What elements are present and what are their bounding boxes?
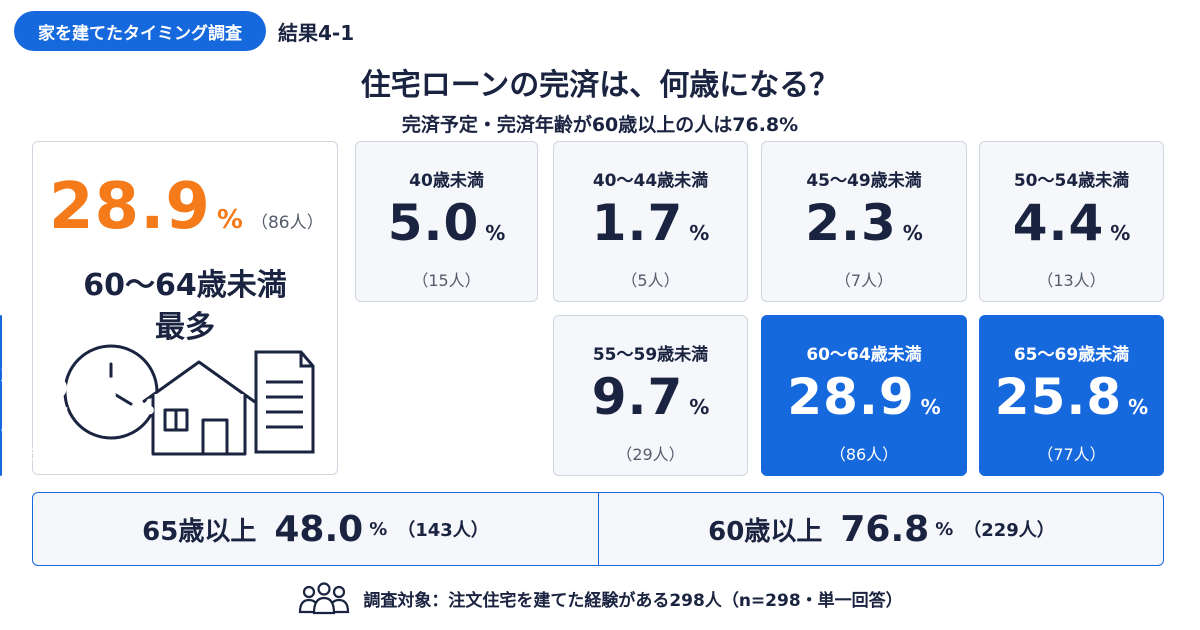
feature-count: （86人） — [250, 213, 324, 233]
age-card-value: 28.9 — [787, 368, 915, 426]
age-card-unit: % — [689, 221, 710, 245]
survey-footer: 調査対象：注文住宅を建てた経験がある298人（n=298・単一回答） — [0, 580, 1200, 616]
summary-value: 48.0 — [274, 508, 364, 550]
summary-count: （229人） — [963, 520, 1055, 541]
people-icon — [299, 582, 350, 615]
age-card-unit: % — [689, 395, 710, 419]
age-card-value-line: 9.7% — [554, 368, 747, 426]
feature-value: 28.9 — [49, 170, 211, 244]
age-card-value-line: 1.7% — [554, 194, 747, 252]
age-card-label: 45〜49歳未満 — [806, 171, 922, 191]
age-card-value: 1.7 — [591, 194, 684, 252]
age-card-label: 65〜69歳未満 — [1013, 345, 1130, 365]
house-icon — [142, 360, 256, 456]
age-card: 50〜54歳未満 4.4% （13人） — [979, 141, 1164, 302]
age-card-value-line: 2.3% — [762, 194, 966, 252]
age-card-count: （7人） — [834, 271, 894, 290]
age-card-count: （13人） — [1037, 271, 1106, 290]
age-card: 45〜49歳未満 2.3% （7人） — [761, 141, 967, 302]
age-card-label: 40〜44歳未満 — [592, 171, 709, 191]
age-card-value: 2.3 — [805, 194, 897, 252]
age-card-value: 22.1 — [1, 368, 129, 426]
age-card-count: （29人） — [616, 445, 685, 464]
summary-cell: 65歳以上 48.0 % （143人） — [33, 493, 598, 565]
age-card-label: 40歳未満 — [409, 171, 484, 191]
age-card: 40歳未満 5.0% （15人） — [355, 141, 538, 302]
summary-cell: 60歳以上 76.8 % （229人） — [599, 493, 1164, 565]
age-card-value-line: 4.4% — [980, 194, 1163, 252]
summary-divider — [598, 493, 599, 565]
summary-count: （143人） — [397, 520, 489, 541]
age-card-value: 25.8 — [994, 368, 1123, 426]
summary-label: 65歳以上 — [142, 516, 257, 547]
age-card-value-line: 25.8% — [980, 368, 1163, 426]
page-title: 住宅ローンの完済は、何歳になる？ — [360, 68, 840, 103]
age-card: 60〜64歳未満 28.9% （86人） — [761, 315, 967, 476]
age-card-unit: % — [920, 395, 941, 419]
age-card-unit: % — [1110, 221, 1131, 245]
survey-badge: 家を建てたタイミング調査 — [14, 11, 266, 51]
age-card: 65〜69歳未満 25.8% （77人） — [979, 315, 1164, 476]
summary-label: 60歳以上 — [708, 516, 823, 547]
age-card-count: （77人） — [1037, 445, 1106, 464]
feature-card: 28.9% （86人） 60〜64歳未満 最多 — [32, 141, 338, 475]
document-icon — [254, 350, 315, 454]
age-card-count: （86人） — [829, 445, 899, 464]
age-card-count: （15人） — [412, 271, 481, 290]
age-card-label: 60〜64歳未満 — [806, 345, 922, 365]
feature-unit: % — [216, 205, 243, 235]
age-card-unit: % — [902, 221, 923, 245]
illustration — [63, 344, 315, 456]
result-label: 結果4-1 — [278, 20, 355, 45]
footer-text: 調査対象：注文住宅を建てた経験がある298人（n=298・単一回答） — [363, 590, 903, 611]
summary-value: 76.8 — [840, 508, 930, 550]
page-subtitle: 完済予定・完済年齢が60歳以上の人は76.8% — [401, 114, 799, 136]
age-card-label: 50〜54歳未満 — [1013, 171, 1130, 191]
feature-label: 60〜64歳未満 — [83, 268, 287, 303]
age-card: 55〜59歳未満 9.7% （29人） — [553, 315, 748, 476]
feature-value-line: 28.9% （86人） — [49, 170, 324, 244]
age-card-value: 4.4 — [1012, 194, 1105, 252]
age-card: 70歳以上 22.1% （66人） — [0, 315, 154, 488]
age-card-unit: % — [1128, 395, 1149, 419]
age-card-label: 55〜59歳未満 — [592, 345, 709, 365]
age-card-value-line: 5.0% — [356, 194, 537, 252]
summary-unit: % — [935, 518, 954, 540]
summary-unit: % — [369, 518, 388, 540]
age-card-unit: % — [485, 221, 506, 245]
feature-label-2: 最多 — [155, 310, 215, 345]
age-card-value-line: 28.9% — [762, 368, 966, 426]
age-card-unit: % — [134, 395, 155, 419]
age-card-value: 5.0 — [387, 194, 480, 252]
summary-box: 65歳以上 48.0 % （143人） 60歳以上 76.8 % （229人） — [32, 492, 1164, 566]
age-card-count: （5人） — [621, 271, 680, 290]
age-card-value: 9.7 — [591, 368, 684, 426]
age-card: 40〜44歳未満 1.7% （5人） — [553, 141, 748, 302]
